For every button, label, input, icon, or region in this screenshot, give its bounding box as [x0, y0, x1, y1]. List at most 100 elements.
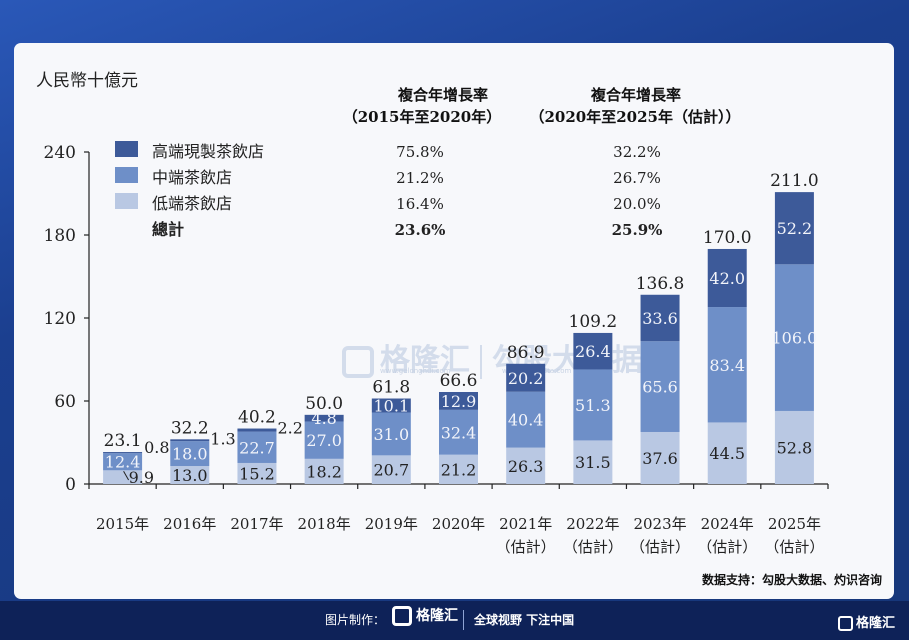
bar-segment [707, 248, 747, 308]
cagr-2020-2025-value: 26.7% [613, 169, 661, 187]
data-label: 65.6 [642, 378, 678, 397]
total-label: 170.0 [703, 228, 752, 248]
bar-segment [506, 363, 546, 392]
x-tick-sublabel: （估計） [563, 538, 623, 556]
x-tick-label: 2025年 [768, 515, 821, 533]
x-tick-label: 2018年 [298, 515, 351, 533]
data-label: 31.0 [374, 425, 410, 444]
watermark-divider [480, 344, 482, 379]
legend: 高端現製茶飲店 75.8% 32.2% 中端茶飲店 21.2% 26.7% 低端茶飲店 16.… [115, 141, 662, 239]
bar-segment [371, 398, 411, 413]
bar-segment [170, 441, 210, 467]
y-unit-label: 人民幣十億元 [36, 71, 138, 91]
legend-swatch [115, 141, 138, 157]
data-label: 22.7 [239, 438, 275, 457]
bar-segment [439, 392, 478, 410]
data-label: 52.8 [777, 438, 813, 457]
data-label: 12.4 [105, 453, 141, 472]
data-label: 52.2 [777, 219, 813, 238]
watermark-brand-sub: www.gelonghui.com [380, 367, 451, 375]
y-tick-label: 240 [44, 143, 76, 163]
bar-segment [103, 470, 143, 484]
footer-made-by: 图片制作： [325, 613, 386, 627]
footer-bar [0, 601, 909, 640]
bar-segment [237, 428, 277, 432]
watermark-brand: 格隆汇 [380, 343, 470, 378]
data-label: 26.3 [508, 457, 544, 476]
legend-swatch [115, 167, 138, 183]
footer-logo: 格隆汇 [392, 605, 458, 626]
total-label: 40.2 [238, 407, 276, 427]
y-tick-label: 120 [44, 309, 76, 329]
y-tick-label: 60 [54, 392, 76, 412]
y-tick-label: 180 [44, 226, 76, 246]
data-label: 51.3 [575, 396, 611, 415]
bar-segment [439, 454, 478, 484]
data-label: 33.6 [642, 309, 678, 328]
data-label: 4.8 [311, 409, 336, 428]
bar-segment [573, 332, 613, 370]
data-label: 106.0 [772, 329, 818, 348]
bar-segment [506, 391, 546, 448]
total-label: 109.2 [569, 312, 618, 332]
legend-label: 中端茶飲店 [152, 168, 232, 187]
leader-line [123, 471, 130, 481]
footer-slogan: 全球视野 下注中国 [474, 613, 575, 627]
bar-segment [506, 447, 546, 484]
bar-segment [237, 431, 277, 463]
bar-segment [573, 369, 613, 441]
data-label: 1.3 [210, 429, 235, 448]
data-label: 13.0 [172, 466, 208, 485]
cagr-2020-2025-value: 32.2% [613, 143, 661, 161]
bar-segment [371, 412, 411, 456]
cagr-header-1-line1: 複合年增長率 [397, 86, 488, 104]
y-axis: 0 60 120 180 240 [44, 143, 90, 495]
data-label: 21.2 [441, 460, 477, 479]
data-label: 10.1 [374, 396, 410, 415]
data-label: 31.5 [575, 453, 611, 472]
bar-segment [237, 462, 277, 484]
corner-logo-text: 格隆汇 [856, 616, 896, 631]
data-label: 12.9 [441, 392, 477, 411]
legend-swatch [115, 193, 138, 209]
x-tick-label: 2022年 [566, 515, 619, 533]
data-label: 9.9 [129, 468, 154, 487]
total-label: 61.8 [372, 378, 410, 398]
x-tick-label: 2020年 [432, 515, 485, 533]
x-tick-sublabel: （估計） [630, 538, 690, 556]
corner-logo: 格隆汇 [838, 612, 895, 631]
data-label: 20.2 [508, 369, 544, 388]
x-tick-sublabel: （估計） [764, 538, 824, 556]
total-label: 86.9 [507, 343, 545, 363]
bar-segment [774, 410, 814, 484]
cagr-2015-2020-value: 21.2% [396, 169, 444, 187]
total-label: 32.2 [171, 418, 209, 438]
bars: 9.912.40.823.1 13.0 18.01.332.2 15.2 22.72.2… [103, 171, 819, 487]
data-label: 32.4 [441, 423, 477, 442]
bar-segment [103, 452, 143, 454]
x-tick-sublabel: （估計） [496, 538, 556, 556]
bar-segment [304, 414, 344, 422]
gelonghui-logo-icon [342, 345, 374, 378]
source-note: 数据支持：勾股大数据、灼识咨询 [702, 572, 882, 587]
data-label: 44.5 [709, 444, 745, 463]
x-tick-label: 2016年 [163, 515, 216, 533]
cagr-header-2-line1: 複合年增長率 [590, 86, 681, 104]
bar-segment [573, 440, 613, 484]
gelonghui-logo-icon [838, 616, 853, 631]
x-tick-sublabel: （估計） [697, 538, 757, 556]
data-label: 15.2 [239, 464, 275, 483]
x-tick-label: 2017年 [230, 515, 283, 533]
bar-segment [304, 421, 344, 459]
cagr-header-1-line2: （2015年至2020年） [343, 108, 502, 126]
bar-segment [103, 453, 143, 471]
data-label: 20.7 [374, 461, 410, 480]
footer-logo-text: 格隆汇 [416, 608, 458, 624]
data-label: 37.6 [642, 449, 678, 468]
x-tick-label: 2021年 [499, 515, 552, 533]
total-label: 66.6 [440, 371, 478, 391]
cagr-2020-2025-value: 20.0% [613, 195, 661, 213]
